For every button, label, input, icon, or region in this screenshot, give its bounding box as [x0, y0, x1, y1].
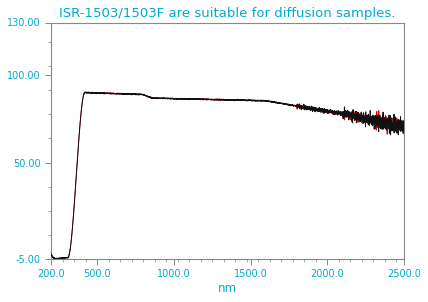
X-axis label: nm: nm — [218, 282, 237, 295]
Title: ISR-1503/1503F are suitable for diffusion samples.: ISR-1503/1503F are suitable for diffusio… — [59, 7, 396, 20]
